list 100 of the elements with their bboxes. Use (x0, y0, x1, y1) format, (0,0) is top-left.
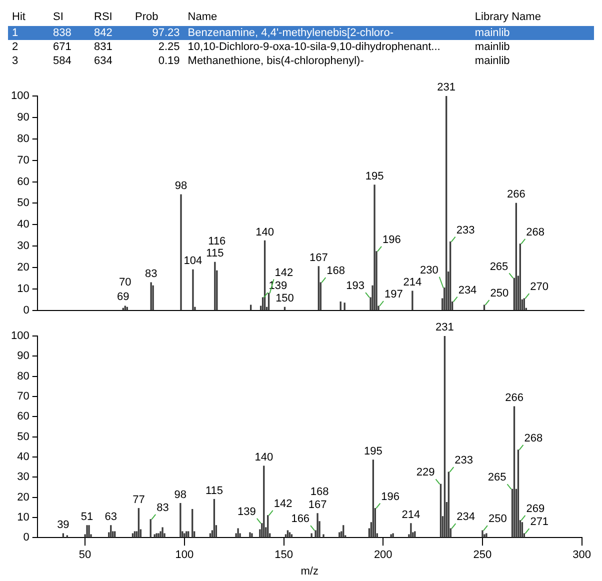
category-label: Hit (11, 10, 26, 25)
annotation: 140 (256, 226, 274, 238)
annotation: 83 (144, 268, 158, 280)
y-tick-label: 70 (17, 390, 30, 403)
annotation: 270 (530, 281, 549, 294)
annotation: 271 (530, 516, 549, 528)
x-tick-label: 300 (572, 549, 592, 562)
y-tick-label: 40 (17, 450, 30, 463)
annotation: 268 (524, 432, 543, 444)
annotation: 250 (488, 513, 507, 526)
text: 1 (12, 27, 18, 39)
category-label: Name (186, 10, 218, 25)
annotation: 195 (365, 170, 384, 183)
annotation: 168 (326, 265, 346, 278)
y-tick-label: 60 (17, 410, 30, 423)
annotation: 233 (456, 224, 475, 236)
x-tick-label: 150 (274, 549, 293, 562)
y-tick-label: 100 (10, 330, 30, 342)
annotation: 77 (132, 494, 145, 506)
text: 838 (53, 27, 72, 39)
x-tick-label: 250 (473, 549, 492, 562)
y-tick-label: 10 (17, 511, 30, 524)
text: mainlib (474, 41, 510, 53)
y-tick-label: 0 (23, 304, 30, 316)
annotation: 234 (458, 284, 477, 296)
annotation: 196 (382, 234, 401, 246)
annotation: 231 (436, 322, 454, 334)
annotation: 234 (456, 511, 476, 524)
y-tick-label: 60 (17, 176, 30, 188)
text: 831 (94, 41, 112, 53)
text: Benzenamine, 4,4'-methylenebis[2-chloro- (188, 27, 394, 39)
annotation: 142 (274, 498, 292, 510)
x-tick-label: 200 (374, 549, 392, 562)
annotation: 98 (174, 180, 188, 192)
y-tick-label: 70 (17, 154, 30, 166)
y-tick-label: 90 (17, 350, 30, 362)
y-tick-label: 50 (17, 430, 30, 443)
annotation: 196 (381, 490, 400, 503)
text: 2.25 (158, 41, 180, 53)
annotation: 140 (254, 452, 274, 464)
text: 634 (94, 55, 112, 67)
annotation: 116 (208, 235, 226, 248)
x-tick-label: 100 (175, 549, 194, 562)
annotation: 51 (80, 511, 94, 524)
x-axis-title: m/z (300, 565, 318, 578)
annotation: 83 (156, 502, 169, 514)
text: 584 (53, 55, 72, 67)
annotation: 193 (346, 280, 365, 292)
text: 97.23 (152, 27, 180, 39)
text: 671 (53, 41, 72, 53)
annotation: 197 (384, 288, 403, 301)
annotation: 195 (364, 446, 382, 458)
text: 842 (94, 27, 112, 39)
category-label: Prob (134, 10, 160, 25)
annotation: 39 (57, 519, 70, 532)
annotation: 231 (437, 82, 456, 94)
x-tick-label: 50 (78, 549, 92, 562)
annotation: 115 (205, 484, 223, 497)
annotation: 230 (420, 264, 438, 276)
annotation: 214 (403, 276, 422, 289)
y-tick-label: 0 (23, 532, 30, 544)
annotation: 167 (309, 252, 328, 264)
annotation: 265 (490, 260, 508, 273)
annotation: 63 (104, 511, 118, 524)
annotation: 266 (505, 392, 524, 404)
y-tick-label: 20 (17, 262, 30, 274)
text: 10,10-Dichloro-9-oxa-10-sila-9,10-dihydrophenant... (188, 41, 440, 53)
y-tick-label: 10 (17, 282, 30, 295)
category-label: RSI (93, 10, 114, 25)
annotation: 166 (291, 513, 310, 526)
text: Methanethione, bis(4-chlorophenyl)- (188, 55, 364, 67)
annotation: 269 (526, 502, 545, 515)
y-tick-label: 80 (17, 370, 30, 382)
y-tick-label: 50 (17, 197, 30, 210)
category-label: Library Name (474, 10, 542, 25)
text: 0.19 (158, 55, 180, 67)
text: mainlib (474, 27, 510, 39)
annotation: 168 (310, 486, 329, 498)
y-tick-label: 100 (10, 90, 30, 102)
y-tick-label: 20 (17, 491, 30, 504)
y-tick-label: 40 (17, 218, 30, 231)
annotation: 139 (238, 506, 256, 518)
annotation: 229 (416, 466, 435, 479)
y-tick-label: 80 (17, 132, 30, 145)
annotation: 167 (308, 498, 327, 511)
annotation: 69 (117, 290, 130, 303)
annotation: 268 (526, 226, 545, 238)
text: mainlib (474, 55, 510, 67)
annotation: 250 (490, 288, 509, 300)
annotation: 142 (274, 266, 294, 279)
annotation: 266 (506, 188, 526, 201)
annotation: 70 (119, 276, 132, 289)
annotation: 265 (488, 472, 506, 484)
annotation: 104 (184, 255, 202, 268)
y-tick-label: 90 (17, 111, 30, 124)
annotation: 98 (174, 488, 187, 501)
text: 3 (12, 55, 18, 67)
y-tick-label: 30 (17, 471, 30, 484)
text: 2 (12, 41, 18, 53)
y-tick-label: 30 (17, 240, 30, 252)
